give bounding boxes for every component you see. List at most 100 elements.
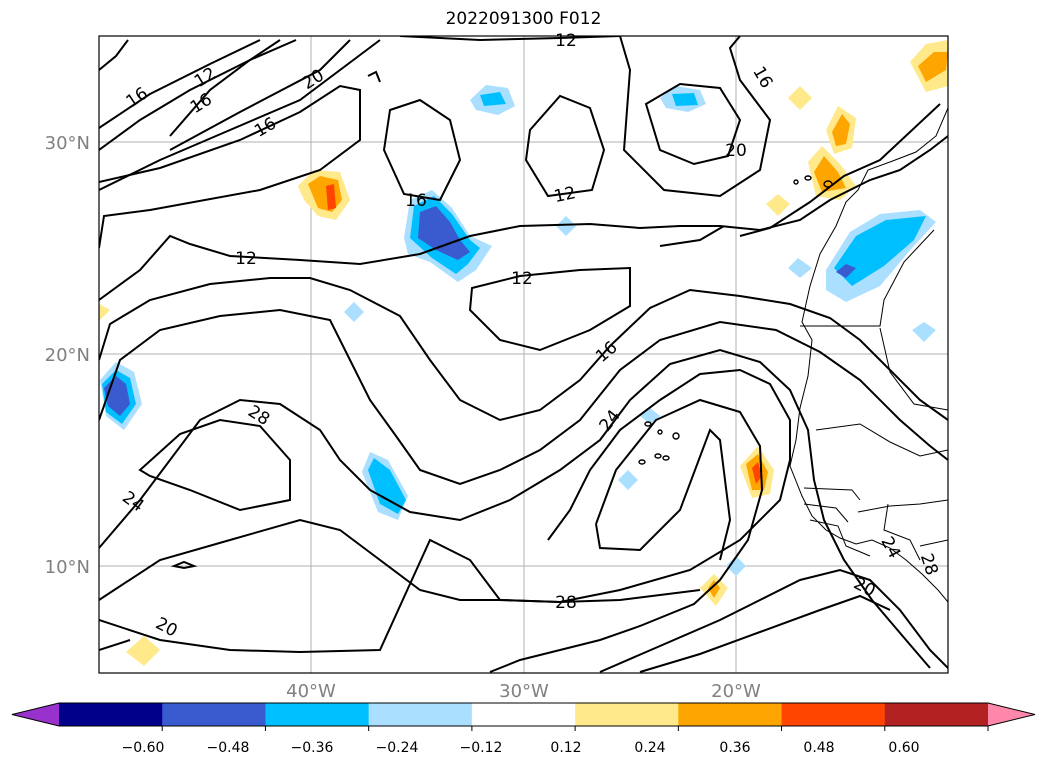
contour-16-nw <box>99 39 129 71</box>
lat-label-20: 20°N <box>45 345 90 366</box>
colorbar-outline <box>11 702 1036 727</box>
contour-20-ne <box>644 82 742 166</box>
contour-16-nw-2 <box>99 39 297 151</box>
neg-patch-13 <box>726 556 746 576</box>
contour-16-nw-4 <box>99 84 361 249</box>
contour-label: 24 <box>877 533 905 561</box>
contour-20-north <box>99 39 381 191</box>
contour-28-loop-west <box>138 418 291 512</box>
pos-patch-10 <box>99 303 110 321</box>
contour-label: 28 <box>916 551 942 578</box>
lat-label-30: 30°N <box>45 133 90 154</box>
contour-label: 20 <box>299 66 328 94</box>
colorbar-tick-label: −0.48 <box>207 740 250 756</box>
contour-12-inner <box>659 225 725 247</box>
contour-label: 28 <box>555 593 577 613</box>
contour-label: 28 <box>244 402 273 430</box>
contour-12-loop-center <box>524 94 606 198</box>
neg-patch-10 <box>344 302 364 322</box>
contour-12-nw <box>169 39 281 137</box>
lat-labels: 30°N 20°N 10°N <box>45 133 90 578</box>
colorbar-segment <box>162 703 266 726</box>
colorbar-tick-label: −0.12 <box>460 740 503 756</box>
colorbar-tick-label: −0.24 <box>376 740 419 756</box>
neg-patch-2-core <box>672 93 698 106</box>
colorbar-tick-label: −0.36 <box>291 740 334 756</box>
map-title: 2022091300 F012 <box>445 9 602 29</box>
neg-patch-1-core <box>480 92 506 106</box>
contour-20-big <box>99 308 948 486</box>
pos-patch-7 <box>788 86 812 110</box>
coastline <box>789 107 948 603</box>
neg-patch-11 <box>618 470 638 490</box>
contour-label: 16 <box>123 84 152 113</box>
contour-label: 12 <box>555 31 577 51</box>
contour-label: 16 <box>187 90 216 118</box>
contour-28-inner <box>489 398 764 673</box>
colorbar-segment <box>575 703 679 726</box>
contour-28-south <box>99 538 701 654</box>
contour-12-east <box>739 103 941 237</box>
contour-label: 16 <box>748 63 776 92</box>
contour-label: 12 <box>552 183 577 207</box>
contour-labels: 12 12 12 12 12 16 16 16 16 16 16 20 20 2… <box>118 31 941 641</box>
colorbar-tick-label: 0.12 <box>550 740 581 756</box>
contour-24-southeast <box>599 568 948 673</box>
colorbar-tick-label: 0.24 <box>634 740 665 756</box>
islands <box>638 175 833 465</box>
pos-patch-6-core <box>708 580 720 598</box>
pos-patch-5-core <box>752 462 762 484</box>
contour-16-big <box>99 277 948 422</box>
contour-label: 16 <box>405 191 427 211</box>
neg-patch-4-core <box>836 264 856 278</box>
contour-20-sw <box>99 639 131 651</box>
contour-20-southeast <box>639 594 891 673</box>
pos-patch-1-core <box>326 184 336 210</box>
pos-patch-3-core <box>832 114 850 146</box>
neg-patch-3-core <box>418 206 470 260</box>
colorbar-tick-label: 0.48 <box>803 740 834 756</box>
contour-12-top <box>399 36 621 42</box>
pos-patch-8 <box>766 194 790 216</box>
neg-patch-4-mid <box>834 216 926 286</box>
colorbar-ticks: −0.60 −0.48 −0.36 −0.24 −0.12 0.12 0.24 … <box>122 740 920 756</box>
colorbar-tick-label: −0.60 <box>122 740 165 756</box>
neg-patch-6-core <box>368 458 406 514</box>
colorbar-segment <box>781 703 886 726</box>
contour-ring-small <box>170 560 198 570</box>
neg-patch-8 <box>912 322 936 342</box>
colorbar-segment <box>471 703 576 726</box>
lon-label-40: 40°W <box>286 681 336 702</box>
contour-16-north <box>169 39 351 151</box>
contours <box>99 36 948 673</box>
lon-label-30: 30°W <box>499 681 549 702</box>
contour-12-big <box>99 135 948 301</box>
contour-28-inner-2 <box>595 428 732 561</box>
colorbar-extend-high <box>988 703 1035 726</box>
pos-patch-2-core <box>814 156 846 192</box>
colorbar-segment <box>59 703 163 726</box>
anomaly-shading <box>99 40 948 666</box>
map-frame <box>98 35 949 674</box>
graticule <box>99 36 948 673</box>
colorbar-tick-label: 0.36 <box>719 740 750 756</box>
pos-patch-4-core <box>918 52 948 82</box>
colorbar-segment <box>265 703 370 726</box>
colorbar <box>11 702 1036 731</box>
colorbar-tick-label: 0.60 <box>888 740 919 756</box>
colorbar-segment <box>678 703 783 726</box>
colorbar-segment <box>884 703 989 726</box>
contour-ring-small-2 <box>367 70 381 83</box>
contour-12-loop-south <box>468 266 631 352</box>
lon-labels: 40°W 30°W 20°W <box>286 681 761 702</box>
neg-patch-7 <box>788 258 812 278</box>
contour-24-lower-left <box>99 368 791 604</box>
colorbar-extend-low <box>12 703 59 726</box>
neg-patch-9 <box>556 216 576 236</box>
contour-label: 12 <box>235 249 257 269</box>
contour-label: 20 <box>152 614 180 642</box>
pos-patch-9 <box>126 636 160 666</box>
contour-24-big <box>99 348 931 669</box>
contour-16-loop-center <box>382 98 462 202</box>
